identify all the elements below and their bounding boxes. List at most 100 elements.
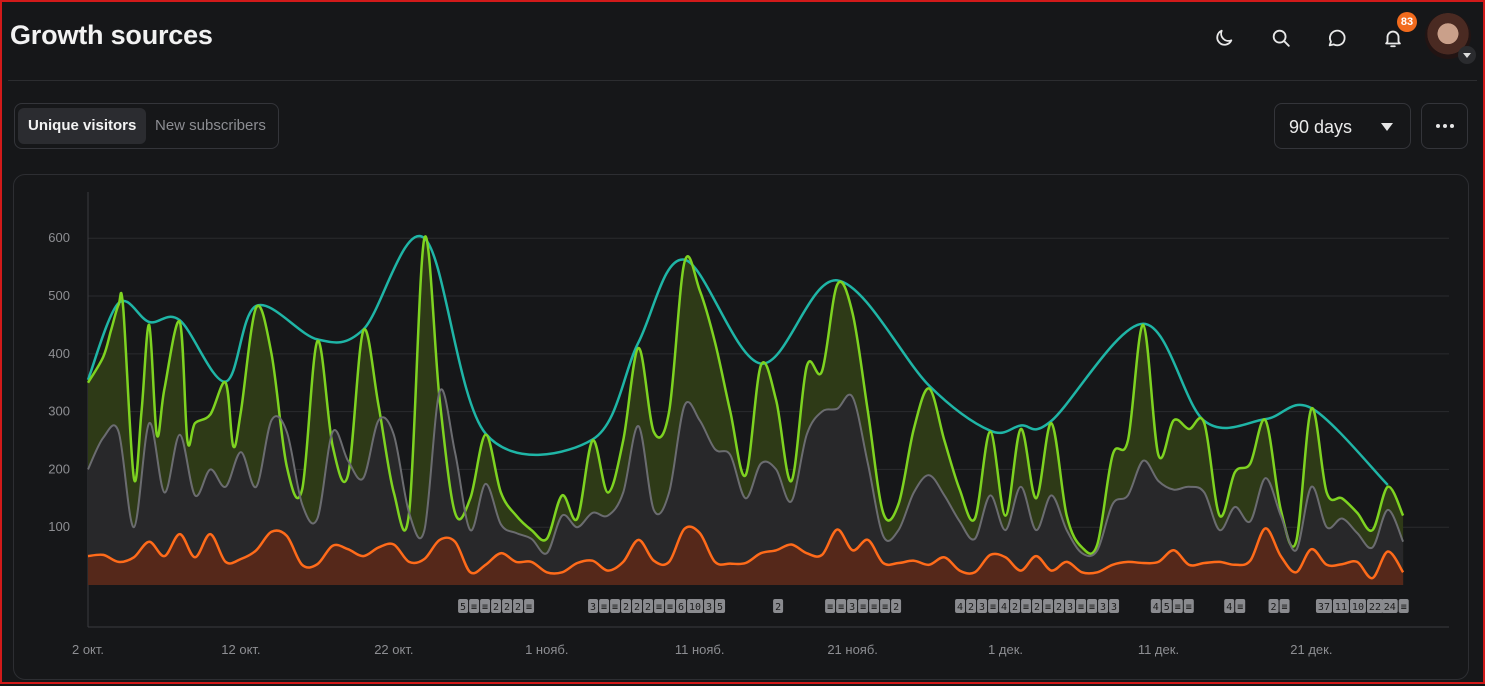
annotation-marker bbox=[704, 599, 715, 613]
annotation-label: 3 bbox=[1100, 602, 1106, 613]
y-tick-label: 400 bbox=[48, 346, 70, 361]
annotation-label: 3 bbox=[1067, 602, 1073, 613]
total-area bbox=[88, 236, 1404, 585]
period-select[interactable]: 90 days bbox=[1274, 103, 1411, 149]
annotation-marker bbox=[621, 599, 632, 613]
moon-icon[interactable] bbox=[1210, 24, 1238, 52]
annotation-marker bbox=[665, 599, 676, 613]
annotation-marker bbox=[1065, 599, 1076, 613]
annotation-label: ≡ bbox=[990, 602, 996, 613]
caret-down-icon bbox=[1381, 123, 1393, 131]
annotation-label: ≡ bbox=[612, 602, 618, 613]
annotation-label: ≡ bbox=[882, 602, 888, 613]
annotation-label: 2 bbox=[1271, 602, 1277, 613]
chevron-down-icon[interactable] bbox=[1458, 46, 1476, 64]
annotation-marker bbox=[999, 599, 1010, 613]
total-series-line bbox=[86, 235, 1405, 555]
tab-new-subscribers[interactable]: New subscribers bbox=[155, 117, 266, 134]
annotation-label: ≡ bbox=[656, 602, 662, 613]
annotation-label: 2 bbox=[623, 602, 629, 613]
annotation-label: 5 bbox=[1164, 602, 1170, 613]
annotation-label: ≡ bbox=[471, 602, 477, 613]
annotation-marker bbox=[1161, 599, 1172, 613]
annotation-label: ≡ bbox=[1045, 602, 1051, 613]
annotation-marker bbox=[977, 599, 988, 613]
annotation-label: ≡ bbox=[601, 602, 607, 613]
annotation-label: ≡ bbox=[1023, 602, 1029, 613]
annotation-label: 2 bbox=[645, 602, 651, 613]
x-tick-label: 22 окт. bbox=[374, 642, 413, 657]
annotation-marker bbox=[1332, 599, 1349, 613]
x-tick-label: 11 дек. bbox=[1138, 642, 1179, 657]
annotation-label: 2 bbox=[1034, 602, 1040, 613]
annotation-label: 2 bbox=[493, 602, 499, 613]
annotation-label: 10 bbox=[689, 602, 701, 613]
annotation-marker bbox=[988, 599, 999, 613]
gray-series-line bbox=[87, 388, 1405, 558]
more-dot-icon bbox=[1449, 124, 1454, 128]
annotation-marker bbox=[1150, 599, 1161, 613]
annotation-marker bbox=[858, 599, 869, 613]
annotation-marker bbox=[847, 599, 858, 613]
annotation-label: 2 bbox=[968, 602, 974, 613]
annotation-marker bbox=[1109, 599, 1120, 613]
annotation-label: ≡ bbox=[1175, 602, 1181, 613]
annotation-marker bbox=[891, 599, 902, 613]
y-tick-label: 100 bbox=[48, 519, 70, 534]
annotation-marker bbox=[502, 599, 513, 613]
more-options-button[interactable] bbox=[1421, 103, 1468, 149]
annotation-marker bbox=[599, 599, 610, 613]
x-tick-label: 1 дек. bbox=[988, 642, 1023, 657]
y-tick-label: 200 bbox=[48, 461, 70, 476]
tab-unique-visitors[interactable]: Unique visitors bbox=[18, 108, 147, 144]
annotation-marker bbox=[869, 599, 880, 613]
annotation-label: 10 bbox=[1352, 602, 1364, 613]
annotation-label: 5 bbox=[460, 602, 466, 613]
annotation-marker bbox=[1054, 599, 1065, 613]
annotation-label: 3 bbox=[706, 602, 712, 613]
annotation-marker bbox=[715, 599, 726, 613]
annotation-marker bbox=[654, 599, 665, 613]
bell-icon[interactable] bbox=[1379, 24, 1407, 52]
x-tick-label: 2 окт. bbox=[72, 642, 104, 657]
annotation-label: ≡ bbox=[827, 602, 833, 613]
annotation-marker bbox=[632, 599, 643, 613]
metric-tabs: Unique visitors New subscribers bbox=[14, 103, 279, 149]
page-title: Growth sources bbox=[10, 20, 213, 50]
annotation-label: ≡ bbox=[871, 602, 877, 613]
annotation-label: 2 bbox=[634, 602, 640, 613]
annotation-marker bbox=[1366, 599, 1383, 613]
annotation-label: ≡ bbox=[1282, 602, 1288, 613]
y-tick-label: 300 bbox=[48, 404, 70, 419]
annotation-label: 5 bbox=[717, 602, 723, 613]
annotation-label: ≡ bbox=[1078, 602, 1084, 613]
y-tick-label: 600 bbox=[48, 230, 70, 245]
annotation-label: 22 bbox=[1369, 602, 1381, 613]
annotation-label: 3 bbox=[849, 602, 855, 613]
x-tick-label: 21 нояб. bbox=[827, 642, 878, 657]
top-bar: Growth sources bbox=[8, 2, 1477, 81]
annotation-label: 24 bbox=[1384, 602, 1396, 613]
annotation-label: 4 bbox=[1226, 602, 1232, 613]
annotation-label: 3 bbox=[1111, 602, 1117, 613]
annotation-marker bbox=[880, 599, 891, 613]
annotation-label: ≡ bbox=[1089, 602, 1095, 613]
chat-icon[interactable] bbox=[1323, 24, 1351, 52]
chart-card bbox=[13, 174, 1469, 680]
annotation-marker bbox=[966, 599, 977, 613]
annotation-label: 2 bbox=[893, 602, 899, 613]
search-icon[interactable] bbox=[1267, 24, 1295, 52]
annotation-marker bbox=[469, 599, 480, 613]
annotation-marker bbox=[1279, 599, 1290, 613]
annotation-label: ≡ bbox=[1186, 602, 1192, 613]
annotation-marker bbox=[1398, 599, 1409, 613]
annotation-label: 3 bbox=[979, 602, 985, 613]
orange-series-line bbox=[87, 525, 1405, 580]
annotation-label: ≡ bbox=[482, 602, 488, 613]
annotation-label: 4 bbox=[957, 602, 963, 613]
orange-area bbox=[88, 526, 1404, 585]
annotation-label: ≡ bbox=[860, 602, 866, 613]
annotation-marker bbox=[458, 599, 469, 613]
annotation-label: 4 bbox=[1001, 602, 1007, 613]
